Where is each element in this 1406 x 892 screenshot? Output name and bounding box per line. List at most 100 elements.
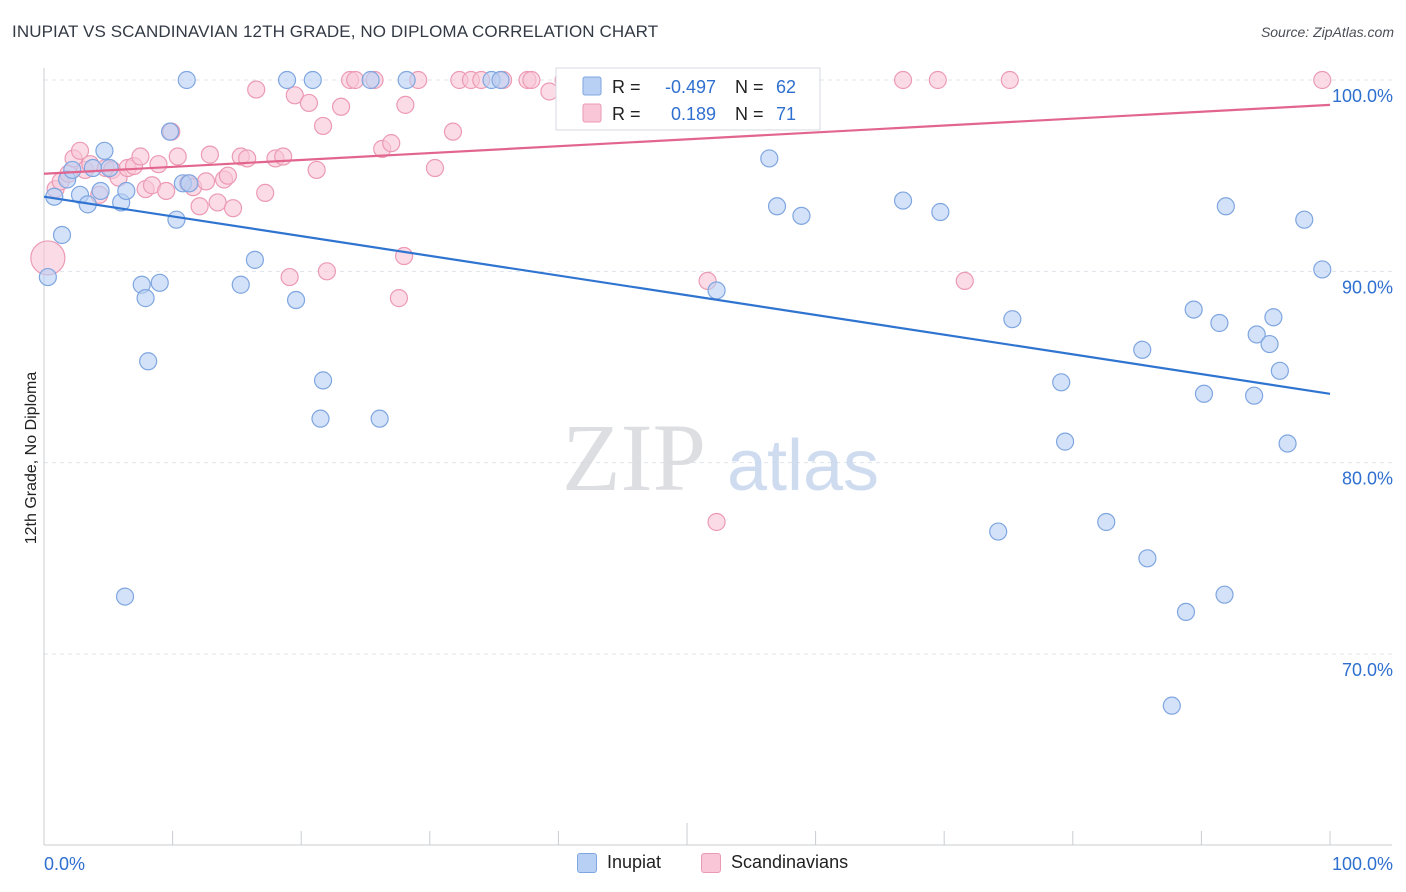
inupiat-point — [361, 70, 380, 90]
legend-n-value-inupiat: 62 — [776, 77, 796, 97]
scandinavians-point — [196, 172, 216, 191]
legend-top: R = -0.497 N = 62 R = 0.189 N = 71 — [555, 67, 821, 131]
inupiat-point — [95, 141, 114, 160]
scandinavians-point — [707, 512, 726, 532]
inupiat-point — [1215, 585, 1234, 604]
legend-swatch-scandinavians — [701, 852, 721, 873]
inupiat-point — [1270, 361, 1289, 380]
legend-bottom: Inupiat Scandinavians — [0, 852, 1406, 878]
legend-swatch-inupiat — [577, 852, 597, 873]
scandinavians-point — [299, 93, 319, 113]
scandinavians-point — [280, 267, 299, 287]
inupiat-point — [1264, 308, 1283, 327]
legend-item-scandinavians[interactable]: Scandinavians — [701, 852, 848, 873]
inupiat-point — [893, 191, 913, 210]
scandinavians-point — [149, 155, 168, 174]
scandinavians-point — [238, 149, 257, 168]
scandinavians-point — [389, 289, 409, 308]
scandinavians-point — [223, 199, 243, 218]
legend-r-label-scandinavians: R = — [612, 104, 641, 124]
scandinavians-point — [70, 141, 90, 160]
inupiat-point — [286, 290, 306, 310]
scandinavians-point — [425, 158, 445, 178]
inupiat-point — [303, 70, 322, 90]
scandinavians-point — [382, 134, 401, 153]
inupiat-point — [370, 409, 389, 428]
inupiat-point — [313, 371, 333, 390]
legend-swatch-scandinavians — [582, 103, 602, 123]
x-tick-label: 100.0% — [1332, 854, 1393, 874]
inupiat-point — [177, 70, 196, 90]
scandinavians-point — [396, 95, 415, 114]
inupiat-trend-line — [43, 195, 1331, 395]
scandinavians-point — [313, 116, 333, 136]
watermark-atlas: atlas — [727, 426, 879, 506]
inupiat-point — [1052, 373, 1071, 392]
legend-label-inupiat: Inupiat — [607, 852, 662, 872]
inupiat-point — [767, 197, 787, 216]
inupiat-point — [1176, 602, 1196, 622]
inupiat-point — [136, 289, 155, 308]
inupiat-point — [1138, 549, 1157, 568]
inupiat-point — [277, 70, 297, 90]
legend-r-label-inupiat: R = — [612, 77, 641, 97]
inupiat-point — [167, 210, 186, 229]
scandinavians-point — [208, 193, 227, 212]
inupiat-point — [1260, 334, 1279, 354]
inupiat-point — [150, 273, 169, 292]
inupiat-point — [115, 587, 135, 606]
inupiat-point — [100, 158, 119, 178]
scandinavians-point — [168, 147, 187, 166]
y-tick-label: 80.0% — [1342, 469, 1393, 489]
scandinavians-point — [200, 145, 219, 164]
inupiat-point — [160, 122, 180, 141]
inupiat-point — [83, 158, 102, 178]
legend-item-inupiat[interactable]: Inupiat — [577, 852, 661, 873]
legend-label-scandinavians: Scandinavians — [731, 852, 849, 872]
scandinavians-point — [285, 86, 304, 105]
inupiat-point — [1097, 512, 1116, 532]
scandinavians-point — [190, 197, 209, 216]
inupiat-point — [1003, 310, 1022, 329]
inupiat-point — [1184, 300, 1203, 319]
legend-swatch-inupiat — [582, 76, 602, 96]
scandinavians-point — [540, 82, 559, 101]
inupiat-point — [139, 352, 158, 371]
inupiat-point — [117, 181, 136, 201]
scandinavians-point — [131, 147, 150, 166]
axis-layer — [43, 68, 1392, 846]
scandinavians-point — [1000, 70, 1019, 90]
inupiat-point — [707, 281, 726, 300]
y-axis-label: 12th Grade, No Diploma — [23, 371, 40, 545]
points-layer — [30, 70, 1332, 715]
scandinavians-point — [893, 70, 913, 90]
scandinavians-point — [955, 271, 974, 290]
inupiat-point — [1216, 197, 1235, 216]
inupiat-point — [989, 522, 1008, 541]
legend-n-value-scandinavians: 71 — [776, 104, 796, 124]
y-tick-label: 90.0% — [1342, 277, 1393, 297]
legend-r-value-scandinavians: 0.189 — [671, 104, 716, 124]
scandinavians-point — [247, 80, 266, 99]
inupiat-point — [231, 275, 250, 294]
scandinavians-point — [218, 166, 237, 185]
inupiat-point — [1295, 210, 1314, 229]
trend-layer — [43, 103, 1331, 395]
inupiat-point — [1245, 386, 1264, 405]
scandinavians-point — [256, 183, 275, 202]
y-tick-label: 100.0% — [1332, 86, 1393, 106]
inupiat-point — [52, 225, 72, 245]
inupiat-point — [1162, 696, 1181, 715]
legend-n-label-inupiat: N = — [735, 77, 764, 97]
inupiat-point — [931, 202, 950, 222]
scandinavians-point — [274, 147, 293, 166]
inupiat-point — [311, 409, 330, 428]
scandinavians-point — [307, 160, 326, 180]
y-tick-label: 70.0% — [1342, 660, 1393, 680]
inupiat-point — [397, 70, 416, 90]
inupiat-point — [792, 206, 811, 225]
source-label: Source: ZipAtlas.com — [1260, 24, 1394, 40]
x-tick-label: 0.0% — [44, 854, 85, 874]
inupiat-point — [1247, 325, 1266, 344]
